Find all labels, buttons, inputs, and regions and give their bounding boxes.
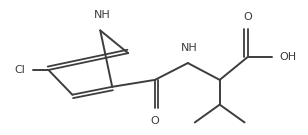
Text: Cl: Cl	[15, 65, 26, 75]
Text: OH: OH	[279, 52, 297, 62]
Text: O: O	[151, 116, 159, 126]
Text: O: O	[243, 12, 252, 22]
Text: NH: NH	[94, 11, 111, 21]
Text: NH: NH	[180, 43, 197, 53]
